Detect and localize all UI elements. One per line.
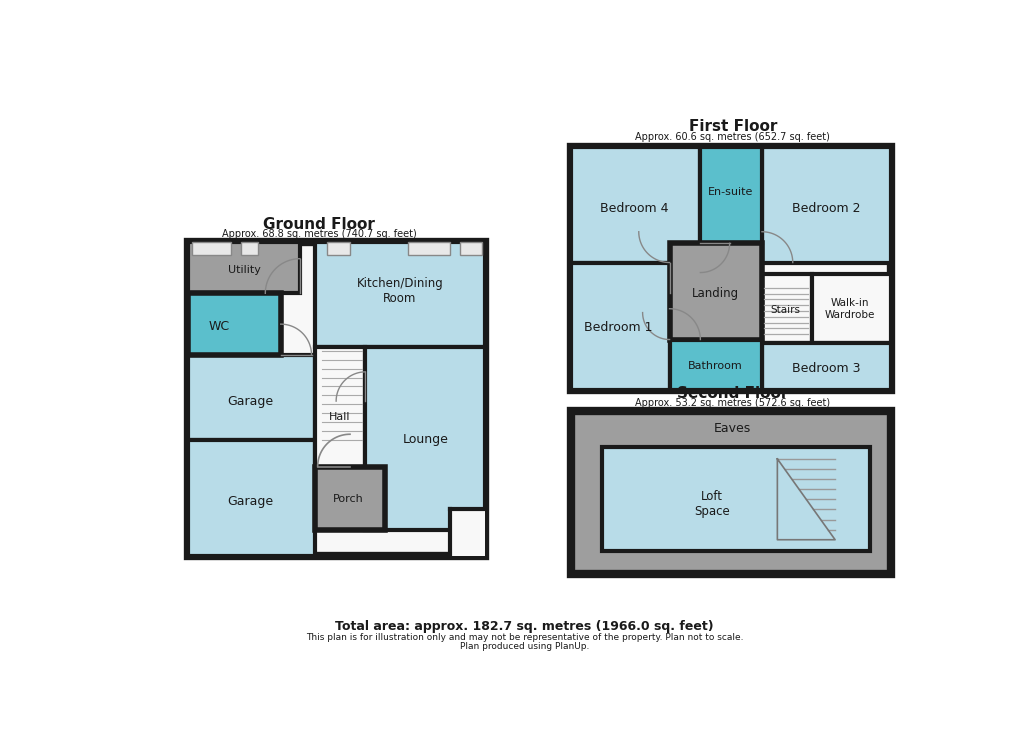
- Text: Eaves: Eaves: [714, 422, 752, 434]
- Text: Bedroom 3: Bedroom 3: [793, 362, 861, 374]
- Bar: [571, 147, 700, 263]
- Bar: [762, 147, 891, 263]
- Text: Second Floor: Second Floor: [677, 386, 788, 401]
- Text: Approx. 60.6 sq. metres (652.7 sq. feet): Approx. 60.6 sq. metres (652.7 sq. feet): [635, 132, 830, 142]
- Bar: [451, 509, 484, 556]
- Text: This plan is for illustration only and may not be representative of the property: This plan is for illustration only and m…: [306, 633, 743, 642]
- Text: Bathroom: Bathroom: [687, 362, 742, 371]
- Bar: [408, 242, 451, 255]
- Text: WC: WC: [209, 320, 229, 333]
- Text: Bedroom 4: Bedroom 4: [600, 202, 669, 215]
- Bar: [188, 355, 315, 440]
- Bar: [762, 344, 891, 390]
- Text: First Floor: First Floor: [688, 119, 777, 134]
- Bar: [460, 242, 481, 255]
- Text: En-suite: En-suite: [708, 187, 753, 196]
- Bar: [602, 447, 869, 551]
- Bar: [571, 147, 891, 390]
- Text: Utility: Utility: [228, 265, 261, 275]
- Bar: [700, 147, 762, 243]
- Bar: [315, 347, 366, 466]
- Text: Kitchen/Dining
Room: Kitchen/Dining Room: [356, 277, 443, 305]
- Bar: [762, 274, 812, 344]
- Bar: [188, 242, 484, 556]
- Bar: [327, 242, 350, 255]
- Bar: [188, 242, 300, 293]
- Bar: [315, 466, 385, 530]
- Bar: [193, 242, 230, 255]
- Bar: [670, 243, 762, 339]
- Bar: [188, 293, 281, 355]
- Bar: [670, 339, 762, 390]
- Bar: [571, 263, 670, 390]
- Text: Stairs: Stairs: [771, 305, 801, 315]
- Bar: [812, 274, 891, 344]
- Text: Porch: Porch: [333, 494, 364, 504]
- Text: Ground Floor: Ground Floor: [263, 217, 375, 231]
- Bar: [188, 440, 315, 556]
- Text: Landing: Landing: [692, 287, 739, 300]
- Text: Garage: Garage: [227, 394, 273, 408]
- Text: Garage: Garage: [227, 495, 273, 507]
- Text: Walk-in
Wardrobe: Walk-in Wardrobe: [824, 298, 874, 319]
- Text: Total area: approx. 182.7 sq. metres (1966.0 sq. feet): Total area: approx. 182.7 sq. metres (19…: [336, 620, 714, 633]
- Text: Loft
Space: Loft Space: [694, 490, 730, 518]
- Bar: [241, 242, 258, 255]
- Text: Bedroom 2: Bedroom 2: [793, 202, 861, 215]
- Text: Lounge: Lounge: [402, 433, 449, 446]
- Bar: [315, 242, 484, 347]
- Bar: [571, 411, 891, 574]
- Text: Bedroom 1: Bedroom 1: [585, 321, 653, 335]
- Bar: [366, 347, 484, 530]
- Text: Hall: Hall: [329, 411, 350, 422]
- Text: Approx. 53.2 sq. metres (572.6 sq. feet): Approx. 53.2 sq. metres (572.6 sq. feet): [635, 399, 830, 408]
- Text: Approx. 68.8 sq. metres (740.7 sq. feet): Approx. 68.8 sq. metres (740.7 sq. feet): [222, 229, 417, 239]
- Text: Plan produced using PlanUp.: Plan produced using PlanUp.: [460, 642, 590, 651]
